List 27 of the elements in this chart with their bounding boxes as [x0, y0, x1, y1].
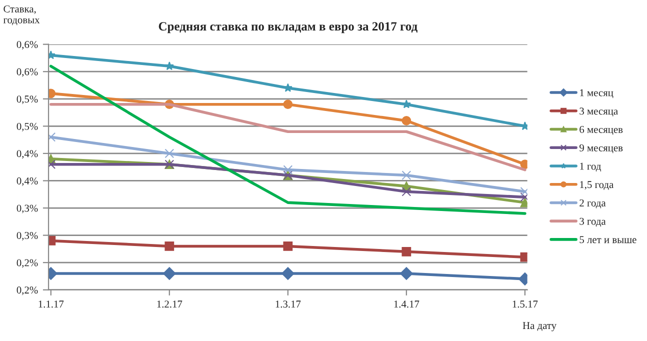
legend-label: 9 месяцев — [580, 144, 623, 154]
y-tick-label: 0,3% — [16, 204, 38, 214]
legend-label: 3 года — [580, 218, 606, 227]
legend-label: 1,5 года — [580, 181, 614, 190]
y-axis-title: Ставка, годовых — [3, 5, 40, 26]
legend-label: 3 месяца — [580, 108, 618, 117]
legend-label: 1 месяц — [580, 89, 614, 98]
legend-label: 6 месяцев — [580, 126, 623, 135]
y-tick-label: 0,2% — [16, 259, 38, 268]
legend-label: 5 лет и выше — [580, 236, 636, 244]
y-tick-label: 0,4% — [16, 177, 38, 186]
y-tick-label: 0,6% — [16, 41, 38, 50]
legend-label: 1 год — [580, 162, 601, 172]
y-tick-label: 0,5% — [16, 96, 38, 104]
y-tick-label: 0,5% — [16, 122, 38, 132]
legend-label: 2 года — [580, 199, 606, 208]
x-tick-label: 1.5.17 — [512, 300, 538, 308]
x-axis-title: На дату — [522, 322, 556, 332]
y-tick-label: 0,3% — [16, 232, 38, 241]
x-tick-label: 1.1.17 — [38, 300, 64, 308]
y-tick-label: 0,2% — [16, 286, 38, 296]
x-tick-label: 1.2.17 — [157, 300, 182, 308]
chart-title: Средняя ставка по вкладам в евро за 2017 год — [158, 22, 418, 34]
x-tick-label: 1.3.17 — [276, 300, 301, 308]
y-tick-label: 0,6% — [16, 68, 38, 77]
y-tick-label: 0,4% — [16, 150, 38, 159]
x-tick-label: 1.4.17 — [394, 300, 420, 308]
